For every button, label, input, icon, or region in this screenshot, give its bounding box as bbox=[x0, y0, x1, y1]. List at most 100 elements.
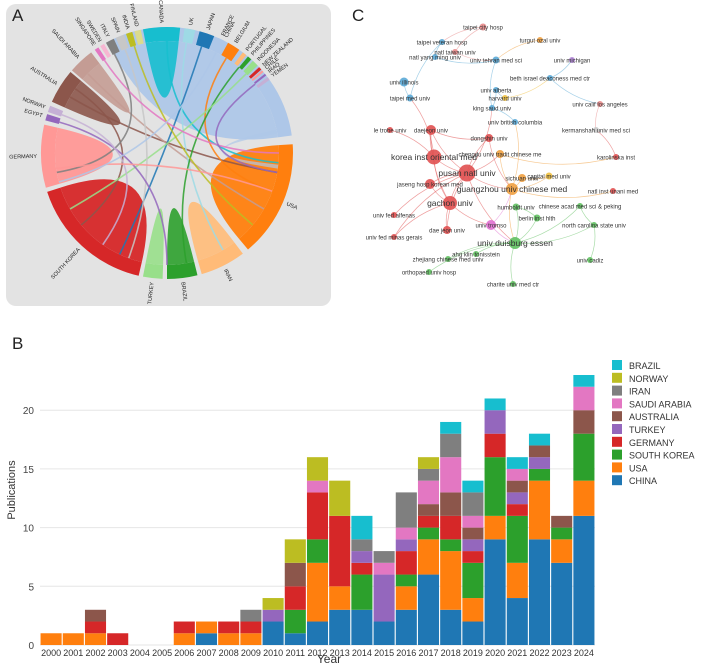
network-node bbox=[613, 154, 619, 160]
legend-swatch bbox=[612, 385, 622, 396]
panel-label-c: C bbox=[352, 6, 365, 25]
chord-label: SPAIN bbox=[109, 17, 121, 34]
legend-label: IRAN bbox=[629, 387, 651, 397]
network-node bbox=[432, 54, 438, 60]
bar-segment-australia bbox=[284, 562, 306, 587]
chord-link bbox=[61, 113, 128, 246]
x-tick-label: 2022 bbox=[529, 648, 549, 658]
chord-arc-belgium bbox=[221, 42, 240, 62]
chord-arc-japan bbox=[195, 31, 215, 50]
bar-segment-china bbox=[528, 539, 551, 645]
network-node-label: natl inst unani med bbox=[588, 190, 638, 196]
network-node-label: korea inst oriental med bbox=[391, 152, 477, 162]
y-ticks: 0 5 10 15 20 bbox=[23, 406, 35, 652]
network-node bbox=[512, 203, 520, 211]
network-node-label: univ alberta bbox=[480, 89, 512, 95]
bar-segment-china bbox=[262, 621, 284, 645]
network-node bbox=[443, 196, 457, 210]
network-node-label: univ fed alfenas bbox=[373, 214, 415, 220]
network-node-label: kermanshah univ med sci bbox=[562, 129, 630, 135]
chord-link bbox=[59, 121, 168, 266]
chord-arc-egypt bbox=[45, 114, 61, 125]
chord-arc-indonesia bbox=[243, 60, 258, 76]
chord-label: GERMANY bbox=[9, 154, 37, 161]
bar-segment-iran bbox=[462, 492, 484, 516]
legend-swatch bbox=[612, 449, 622, 460]
bar-segment-germany bbox=[484, 433, 506, 458]
network-node bbox=[496, 150, 504, 158]
chord-arc-philippines bbox=[238, 56, 252, 70]
network-node bbox=[443, 226, 451, 234]
legend-swatch bbox=[612, 360, 622, 370]
chord-arc-brazil bbox=[167, 261, 198, 279]
bar-segment-germany bbox=[417, 515, 440, 528]
network-edge bbox=[454, 51, 497, 61]
bar-segment-brazil bbox=[573, 375, 595, 387]
chord-link bbox=[55, 163, 273, 193]
chord-arc-yemen bbox=[256, 77, 270, 88]
x-tick-label: 2010 bbox=[263, 648, 283, 658]
bar-segment-china bbox=[573, 515, 595, 645]
x-tick-label: 2013 bbox=[330, 648, 350, 658]
bar-segment-usa bbox=[417, 539, 440, 575]
bar-segment-germany bbox=[173, 621, 195, 634]
chord-link bbox=[58, 51, 217, 183]
bar-segment-saudi-arabia bbox=[462, 515, 484, 528]
chord-arc-uk bbox=[182, 28, 196, 44]
chord-diagram-panel: CHINA USA IRAN BRAZIL TURKEY SOUTH KOREA GERMA… bbox=[0, 0, 333, 310]
chord-label: JAPAN bbox=[206, 12, 217, 30]
x-tick-label: 2012 bbox=[307, 648, 327, 658]
network-node bbox=[485, 134, 493, 142]
network-edge bbox=[434, 56, 497, 64]
network-node bbox=[569, 57, 575, 63]
y-tick-label: 15 bbox=[23, 465, 35, 476]
network-node bbox=[537, 37, 543, 43]
bar-segment-usa bbox=[506, 562, 528, 599]
network-node-label: univ tromso bbox=[475, 224, 507, 230]
chord-arc-australia bbox=[51, 72, 82, 108]
bar-segment-usa bbox=[62, 633, 84, 645]
legend-label: USA bbox=[629, 463, 648, 473]
bar-segment-turkey bbox=[462, 539, 484, 552]
bar-segment-china bbox=[462, 621, 484, 645]
bar-segment-china bbox=[329, 609, 351, 645]
network-node bbox=[452, 49, 458, 55]
chord-label: CANADA bbox=[157, 0, 164, 23]
network-nodes: taipei city hosp turgut ozal univ taipei v… bbox=[366, 23, 638, 289]
legend-label: TURKEY bbox=[629, 425, 666, 435]
chord-link bbox=[133, 45, 254, 226]
legend-swatch bbox=[612, 411, 622, 422]
network-node-label: taipei city hosp bbox=[463, 26, 503, 32]
bar-segment-norway bbox=[329, 480, 351, 516]
network-edge bbox=[393, 172, 468, 238]
bar-segment-south-korea bbox=[440, 539, 462, 552]
network-node bbox=[387, 127, 393, 133]
bar-segment-china bbox=[484, 539, 506, 645]
legend-swatch bbox=[612, 372, 622, 383]
bar-segment-south-korea bbox=[551, 527, 573, 540]
network-node-label: gachon univ bbox=[427, 198, 474, 208]
bar-segment-iran bbox=[395, 492, 417, 528]
chord-arc-usa bbox=[238, 144, 294, 250]
chord-arc-norway bbox=[47, 105, 64, 117]
network-node bbox=[445, 256, 451, 262]
bar-segment-china bbox=[373, 621, 395, 645]
network-edge bbox=[466, 172, 516, 244]
bar-segment-germany bbox=[351, 562, 373, 575]
legend-label: CHINA bbox=[629, 476, 657, 486]
network-node bbox=[426, 125, 436, 135]
network-node bbox=[597, 101, 603, 107]
bar-segment-south-korea bbox=[462, 562, 484, 599]
chord-arc-new-zealand bbox=[248, 67, 262, 79]
bar-segment-china bbox=[306, 621, 329, 645]
bar-segment-iran bbox=[440, 433, 462, 458]
network-node bbox=[610, 188, 616, 194]
bar-segment-usa bbox=[173, 633, 195, 645]
x-tick-label: 2014 bbox=[352, 648, 372, 658]
chord-arc-portugal bbox=[234, 52, 247, 66]
network-node bbox=[502, 95, 508, 101]
x-tick-label: 2006 bbox=[174, 648, 194, 658]
bar-segment-china bbox=[284, 633, 306, 645]
bar-segment-saudi-arabia bbox=[306, 480, 329, 493]
bar-segment-australia bbox=[417, 504, 440, 516]
